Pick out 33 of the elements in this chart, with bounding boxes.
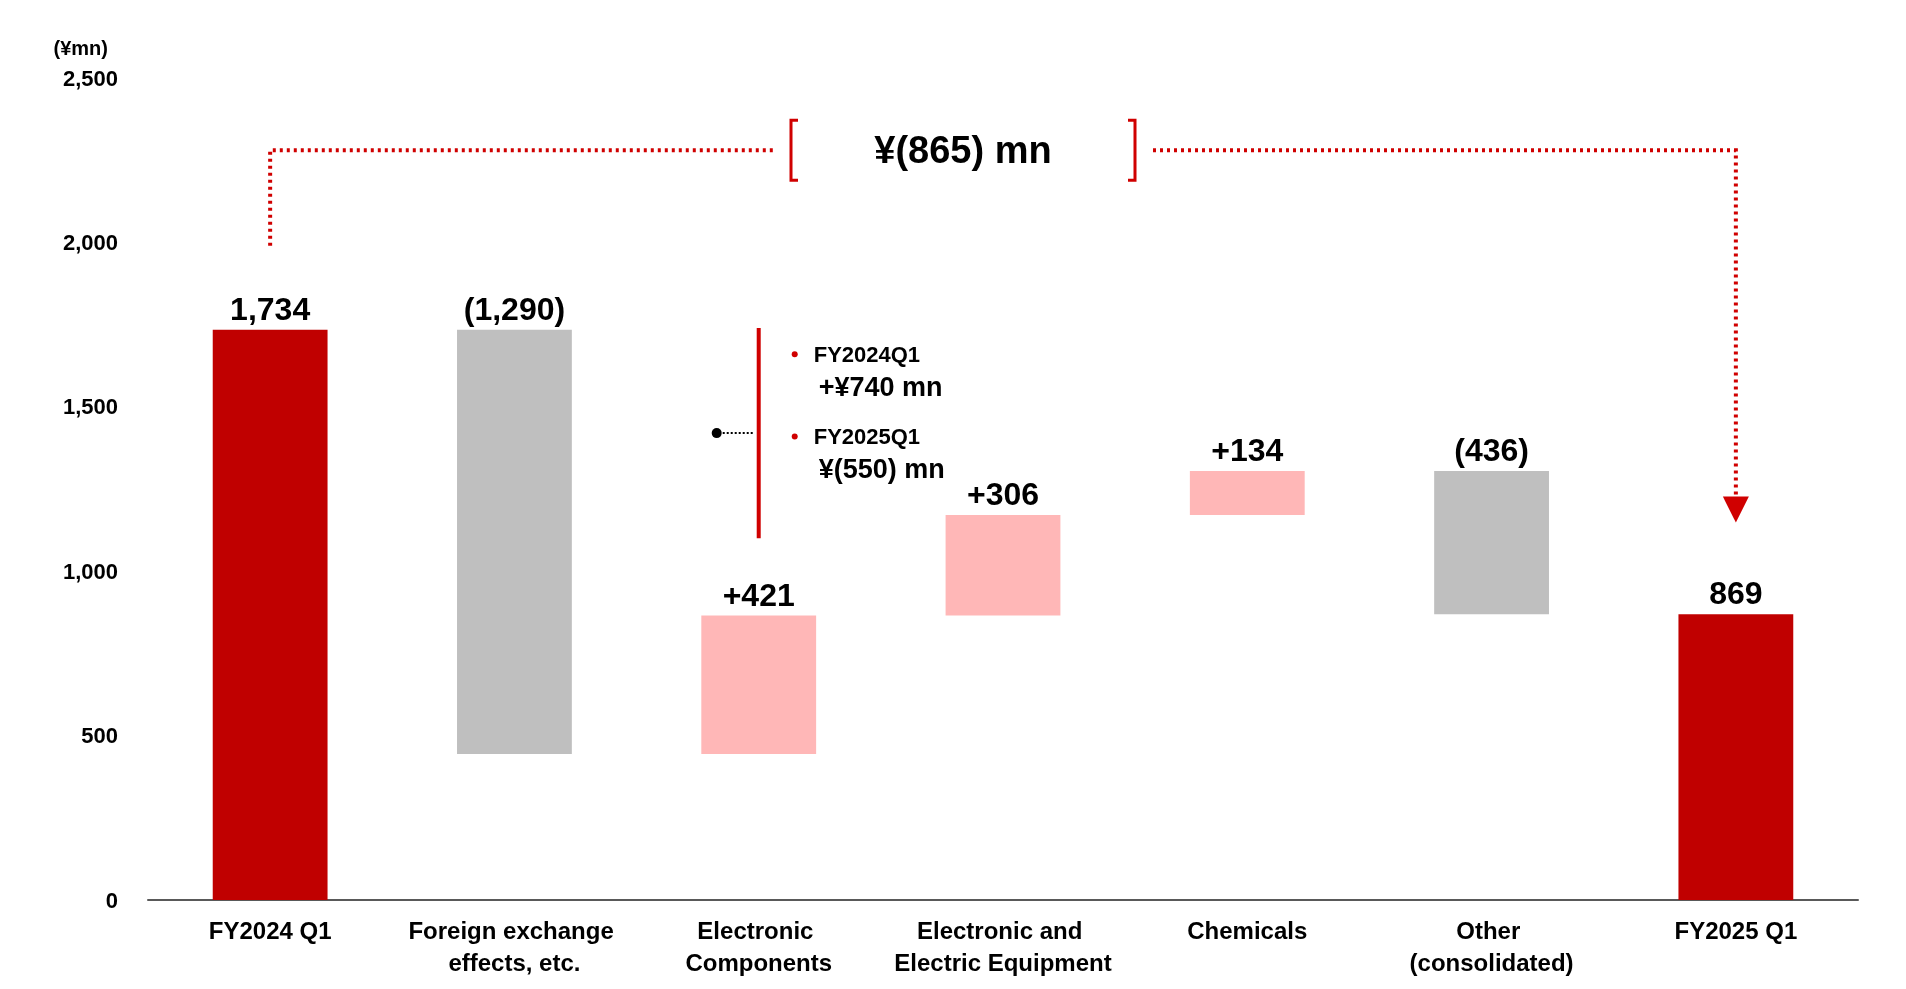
- bar: [1189, 470, 1305, 515]
- x-tick-label: Electronic and Electric Equipment: [894, 916, 1112, 976]
- x-tick-label: FY2025 Q1: [1674, 916, 1798, 944]
- y-tick-label: 2,000: [62, 229, 118, 255]
- y-tick-label: 1,500: [62, 394, 118, 420]
- bar: [1678, 614, 1794, 900]
- data-label: 1,734: [230, 290, 311, 327]
- data-label: (436): [1454, 431, 1529, 468]
- data-label: 869: [1709, 575, 1763, 612]
- data-label: +134: [1211, 431, 1284, 468]
- y-tick-label: 1,000: [62, 558, 118, 584]
- data-label: +306: [966, 475, 1040, 512]
- y-tick-label: 0: [105, 887, 118, 913]
- bar: [1434, 470, 1549, 615]
- annotation: FY2025Q1: [813, 423, 921, 449]
- annotation: ¥(865) mn: [874, 129, 1052, 172]
- x-tick-label: Other (consolidated): [1409, 916, 1574, 976]
- x-tick-label: Chemicals: [1187, 916, 1308, 944]
- annotation: FY2024Q1: [813, 341, 921, 367]
- bar: [457, 329, 572, 755]
- x-tick-label: Foreign exchange effects, etc.: [408, 916, 621, 976]
- annotation: ¥(550) mn: [818, 454, 945, 485]
- bar: [945, 514, 1061, 616]
- x-tick-label: FY2024 Q1: [208, 916, 332, 944]
- y-axis-title: (¥mn): [53, 37, 108, 59]
- data-label: (1,290): [463, 290, 566, 327]
- x-tick-label: Electronic Components: [685, 916, 833, 976]
- bar: [212, 329, 328, 900]
- data-label: +421: [722, 576, 795, 613]
- y-tick-label: 500: [81, 723, 118, 749]
- y-tick-label: 2,500: [62, 65, 118, 91]
- bar: [701, 615, 817, 755]
- annotation: +¥740 mn: [818, 372, 943, 403]
